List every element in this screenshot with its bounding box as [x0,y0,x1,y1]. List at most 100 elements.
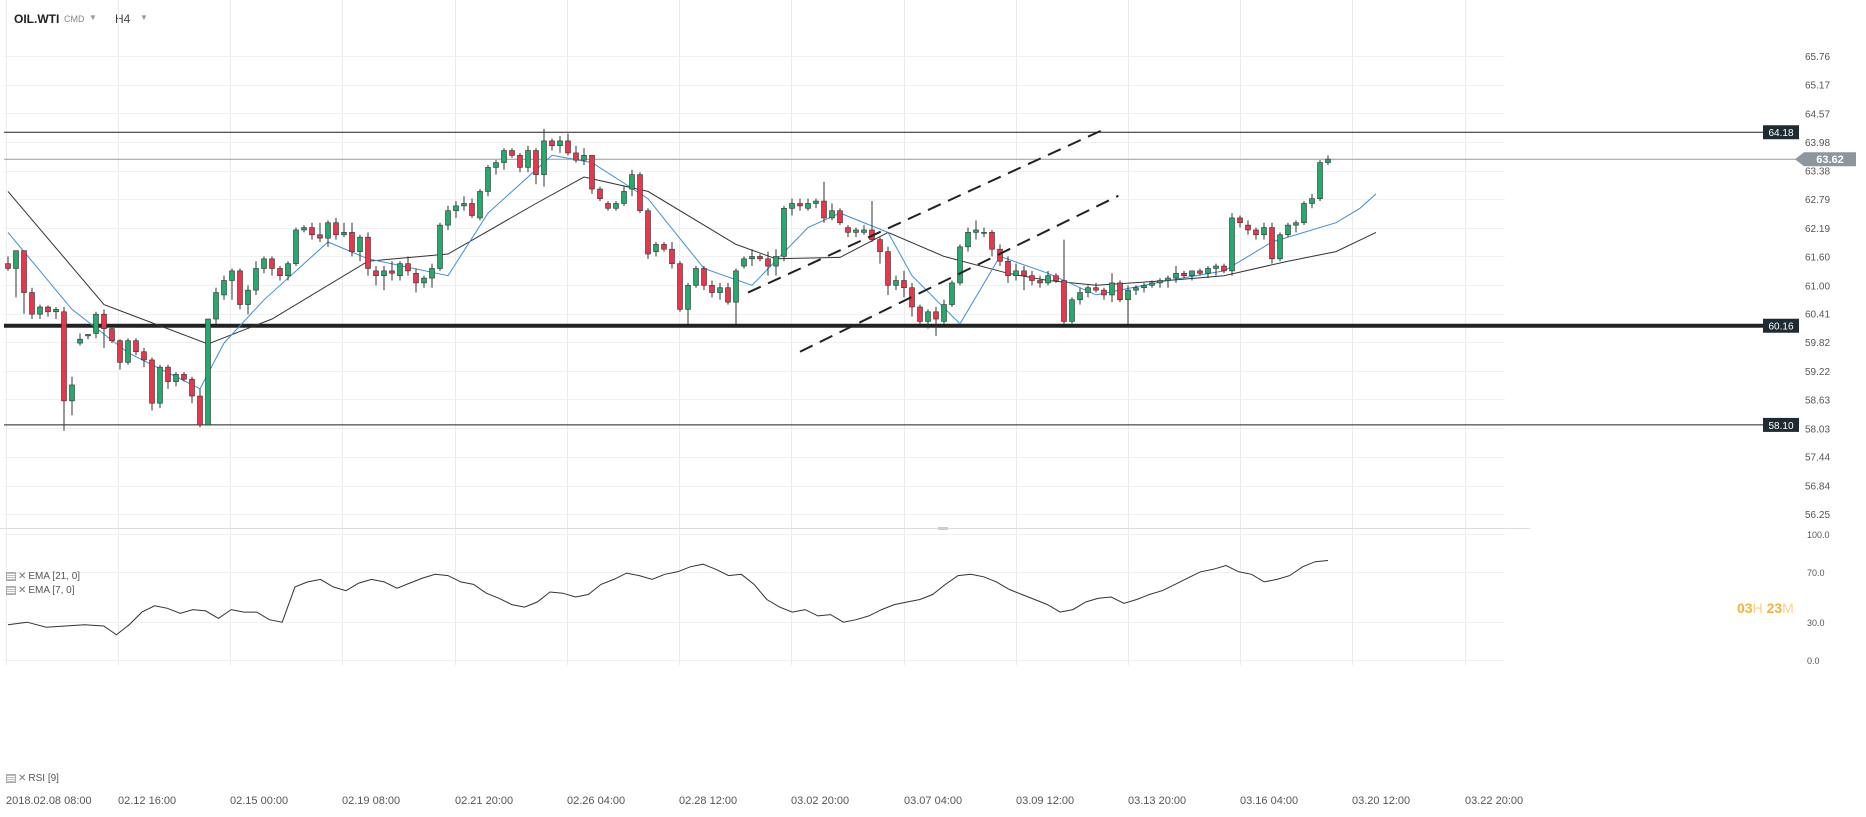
candle-up[interactable] [1149,282,1155,286]
candle-up[interactable] [957,246,963,284]
candle-up[interactable] [1045,275,1051,284]
indicator-settings-icon[interactable] [6,773,16,783]
candle-up[interactable] [973,229,979,233]
candle-up[interactable] [69,384,75,402]
candle-up[interactable] [741,258,747,267]
candle-up[interactable] [293,229,299,264]
candle-down[interactable] [117,340,123,363]
candle-down[interactable] [1037,280,1043,284]
channel-trendline[interactable] [747,128,1105,294]
indicator-settings-icon[interactable] [6,585,16,595]
candle-down[interactable] [1093,287,1099,291]
candle-down[interactable] [989,232,995,250]
candle-down[interactable] [149,359,155,404]
candle-down[interactable] [709,285,715,293]
candle-down[interactable] [237,270,243,305]
candle-up[interactable] [253,268,259,291]
candle-up[interactable] [1133,287,1139,291]
ema-fast-indicator[interactable]: ✕ EMA [7, 0] [6,585,75,596]
candle-down[interactable] [757,256,763,260]
candle-down[interactable] [405,263,411,272]
candle-down[interactable] [669,248,675,264]
candle-down[interactable] [29,292,35,315]
candle-down[interactable] [61,311,67,402]
candle-up[interactable] [429,268,435,279]
candle-up[interactable] [205,318,211,426]
candle-up[interactable] [781,207,787,257]
candle-down[interactable] [469,203,475,216]
candle-up[interactable] [125,340,131,363]
candle-down[interactable] [1101,289,1107,296]
candle-up[interactable] [1069,299,1075,322]
candle-up[interactable] [1013,270,1019,276]
candle-up[interactable] [1157,280,1163,284]
candle-down[interactable] [933,311,939,320]
candle-down[interactable] [1221,265,1227,272]
candle-down[interactable] [413,272,419,284]
candle-up[interactable] [213,292,219,320]
candle-up[interactable] [717,287,723,293]
candle-up[interactable] [229,270,235,281]
candle-up[interactable] [381,270,387,276]
candle-up[interactable] [1301,203,1307,224]
candle-up[interactable] [1317,162,1323,199]
symbol-label[interactable]: OIL.WTI [14,12,60,26]
candle-down[interactable] [845,227,851,233]
candle-down[interactable] [1061,280,1067,322]
candle-down[interactable] [1253,229,1259,236]
candle-up[interactable] [813,200,819,204]
candle-down[interactable] [109,328,115,341]
candle-up[interactable] [221,280,227,296]
candle-down[interactable] [885,251,891,286]
candle-down[interactable] [1021,270,1027,276]
candle-down[interactable] [1029,275,1035,281]
candle-up[interactable] [621,191,627,204]
candle-up[interactable] [1125,289,1131,301]
candle-up[interactable] [653,244,659,252]
candle-down[interactable] [997,248,1003,262]
candle-up[interactable] [445,210,451,226]
candle-down[interactable] [349,232,355,252]
candle-down[interactable] [1197,270,1203,274]
candle-up[interactable] [77,338,83,344]
candle-down[interactable] [765,258,771,267]
candle-down[interactable] [597,188,603,199]
candle-up[interactable] [525,150,531,168]
candle-down[interactable] [877,239,883,252]
candle-up[interactable] [325,222,331,239]
indicator-remove-icon[interactable]: ✕ [18,571,27,582]
candle-down[interactable] [1117,282,1123,301]
candle-down[interactable] [333,222,339,236]
candle-up[interactable] [53,309,59,313]
candle-up[interactable] [581,155,587,161]
indicator-remove-icon[interactable]: ✕ [18,773,27,784]
candle-up[interactable] [1085,287,1091,293]
candle-down[interactable] [5,263,11,269]
candle-down[interactable] [277,268,283,276]
candle-up[interactable] [685,285,691,310]
candle-up[interactable] [1293,222,1299,226]
candle-up[interactable] [981,232,987,234]
candle-up[interactable] [1189,270,1195,276]
candle-up[interactable] [1213,265,1219,269]
candle-up[interactable] [1325,158,1331,163]
candle-up[interactable] [421,277,427,284]
candle-down[interactable] [197,395,203,426]
ema-slow-indicator[interactable]: ✕ EMA [21, 0] [6,571,80,582]
candle-up[interactable] [941,304,947,322]
candle-down[interactable] [701,268,707,286]
candle-up[interactable] [1285,224,1291,236]
candle-up[interactable] [1165,277,1171,281]
candle-down[interactable] [309,227,315,236]
candle-down[interactable] [373,270,379,276]
candle-up[interactable] [1077,292,1083,301]
candle-up[interactable] [13,250,19,269]
candle-down[interactable] [1181,272,1187,276]
candle-down[interactable] [45,306,51,313]
candle-up[interactable] [301,227,307,231]
candle-up[interactable] [1205,268,1211,274]
candle-up[interactable] [37,306,43,315]
candle-up[interactable] [93,313,99,334]
candle-up[interactable] [397,263,403,276]
candle-down[interactable] [1269,227,1275,260]
